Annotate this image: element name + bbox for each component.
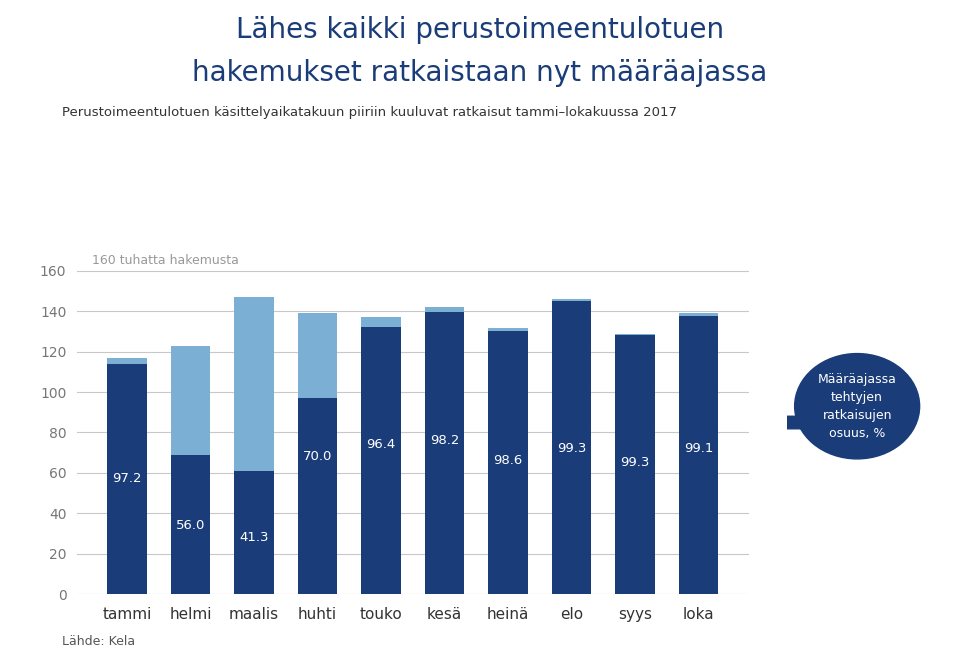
Bar xyxy=(108,364,147,594)
Text: 160 tuhatta hakemusta: 160 tuhatta hakemusta xyxy=(92,254,239,267)
Bar xyxy=(679,316,718,594)
Bar xyxy=(298,397,337,594)
Text: 99.3: 99.3 xyxy=(620,456,650,469)
Text: Perustoimeentulotuen käsittelyaikatakuun piiriin kuuluvat ratkaisut tammi–lokaku: Perustoimeentulotuen käsittelyaikatakuun… xyxy=(62,106,678,119)
Bar xyxy=(425,312,465,594)
Bar xyxy=(615,333,655,594)
Bar xyxy=(615,335,655,594)
Bar xyxy=(171,346,210,594)
Bar xyxy=(234,471,274,594)
Circle shape xyxy=(795,354,920,459)
Text: 41.3: 41.3 xyxy=(239,531,269,544)
Bar xyxy=(552,302,591,594)
Bar xyxy=(171,455,210,594)
Text: 97.2: 97.2 xyxy=(112,473,142,485)
Bar xyxy=(425,308,465,594)
Bar xyxy=(361,327,400,594)
Text: 56.0: 56.0 xyxy=(176,519,205,532)
Bar xyxy=(108,358,147,594)
FancyArrow shape xyxy=(769,416,803,429)
Text: Määräajassa
tehtyjen
ratkaisujen
osuus, %: Määräajassa tehtyjen ratkaisujen osuus, … xyxy=(818,373,897,440)
Bar xyxy=(489,331,528,594)
Text: Lähes kaikki perustoimeentulotuen: Lähes kaikki perustoimeentulotuen xyxy=(236,16,724,44)
Bar xyxy=(552,299,591,594)
Text: 70.0: 70.0 xyxy=(302,450,332,463)
Text: 96.4: 96.4 xyxy=(367,438,396,451)
Bar xyxy=(679,314,718,594)
Bar xyxy=(361,317,400,594)
Text: hakemukset ratkaistaan nyt määräajassa: hakemukset ratkaistaan nyt määräajassa xyxy=(192,59,768,87)
Bar xyxy=(234,297,274,594)
Text: 98.2: 98.2 xyxy=(430,434,459,447)
Bar xyxy=(298,314,337,594)
Text: 99.1: 99.1 xyxy=(684,442,713,455)
Text: 99.3: 99.3 xyxy=(557,442,587,455)
Bar xyxy=(489,327,528,594)
Text: 98.6: 98.6 xyxy=(493,454,522,467)
Text: Lähde: Kela: Lähde: Kela xyxy=(62,635,135,648)
